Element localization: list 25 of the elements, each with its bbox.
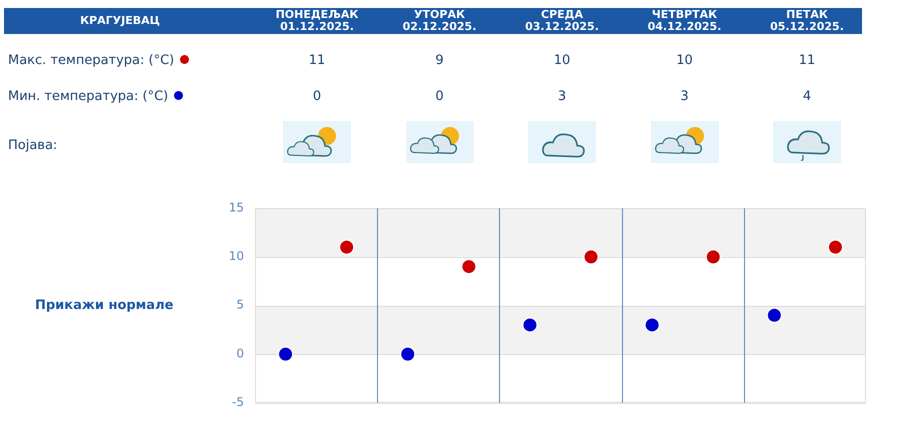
data-label: 0 [312,89,322,104]
y-tick-label: 0 [236,346,244,360]
text: Појава: [8,138,58,153]
y-tick-label: 15 [228,200,244,214]
data-label: 0 [434,89,445,104]
text: Прикажи нормале [35,298,174,313]
y-tick-label: 5 [236,298,244,312]
y-tick-label: -5 [232,394,244,409]
text: ПЕТАК 05.12.2025. [769,8,845,33]
text: ЧЕТВРТАК 04.12.2025. [646,8,722,33]
y-tick-label: 10 [228,248,244,263]
text: СРЕДА 03.12.2025. [524,8,600,33]
text: УТОРАК 02.12.2025. [402,8,478,33]
text: ПОНЕДЕЉАК 01.12.2025. [274,8,360,33]
text: КРАГУЈЕВАЦ [79,14,161,27]
data-label: 4 [802,89,812,104]
data-label: 11 [798,53,816,68]
data-label: 11 [308,53,326,68]
legend-label: Макс. температура: (°C) [8,53,176,68]
legend-label: Мин. температура: (°C) [8,89,170,104]
data-label: 3 [556,89,568,104]
data-label: 3 [679,89,690,104]
data-label: 9 [434,53,445,68]
data-label: 10 [675,53,694,68]
data-label: 10 [552,53,572,68]
